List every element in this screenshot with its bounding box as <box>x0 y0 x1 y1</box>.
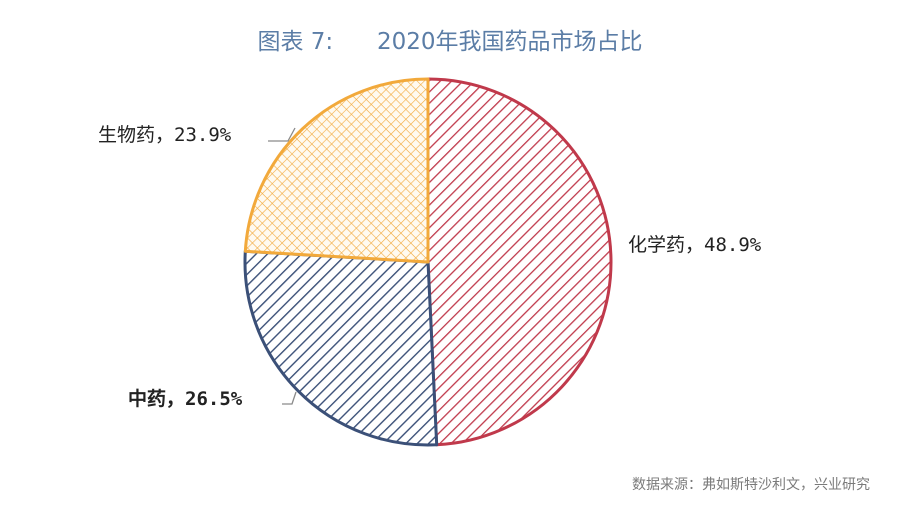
chart-title: 图表 7: 2020年我国药品市场占比 <box>257 29 643 55</box>
slice-tcm <box>243 249 439 447</box>
label-chemical-drug: 化学药，48.9% <box>628 234 762 256</box>
slice-chemical-drug <box>426 77 613 447</box>
leader-biologic <box>268 127 296 142</box>
label-biologic: 生物药，23.9% <box>98 124 232 146</box>
slice-biologic <box>243 77 430 264</box>
label-tcm: 中药，26.5% <box>128 387 243 410</box>
data-source: 数据来源：弗如斯特沙利文，兴业研究 <box>632 477 870 493</box>
leader-tcm <box>282 391 297 405</box>
